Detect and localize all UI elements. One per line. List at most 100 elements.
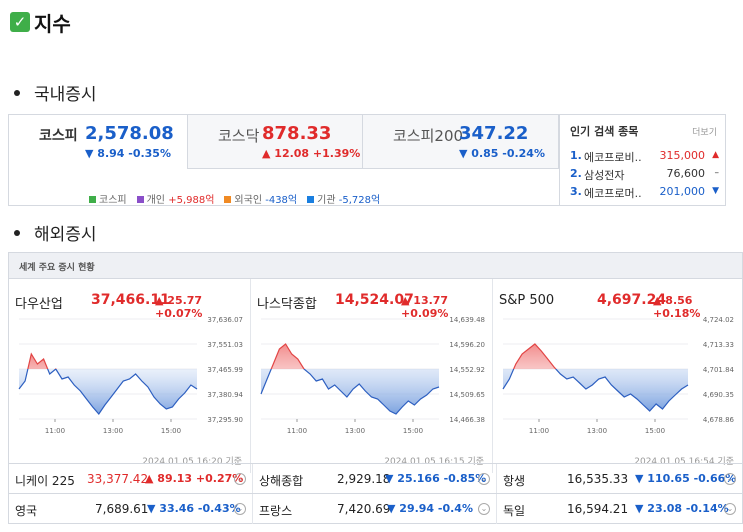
chart-value: 37,466.11 [91,292,170,308]
chevron-down-icon[interactable]: ⌄ [478,473,490,485]
chart-change: ▲ 8.56 +0.18% [653,294,701,320]
area-down [261,369,439,414]
chevron-down-icon[interactable]: ⌄ [724,503,736,515]
domestic-market-panel: 코스피 2,578.08 ▼ 8.94 -0.35% 코스닥 878.33 ▲ … [8,114,726,206]
tab-kospi[interactable]: 코스피 2,578.08 ▼ 8.94 -0.35% [9,115,187,169]
quote-nikkei[interactable]: 니케이 225 33,377.42 ▲ 89.13 +0.27% ⌄ [9,464,253,494]
area-up [261,344,439,369]
legend-swatch [224,196,232,203]
legend-kospi: 코스피 [89,191,127,205]
y-tick-label: 37,295.90 [207,416,243,424]
y-tick-label: 37,551.03 [207,341,243,349]
tab-kosdaq[interactable]: 코스닥 878.33 ▲ 12.08 +1.39% [187,115,363,169]
legend-institution: 기관 -5,728억 [307,191,380,205]
down-arrow-icon: ▼ [712,186,719,196]
tab-kospi-change: ▼ 8.94 -0.35% [85,147,171,160]
x-tick-label: 15:00 [403,427,423,435]
chart-value: 14,524.07 [335,292,414,308]
chart-name: 나스닥종합 [257,297,317,312]
popular-stocks-panel: 인기 검색 종목 더보기 1. 에코프로비.. 315,000 ▲ 2. 삼성전… [559,115,725,205]
bullet-overseas: 해외증시 [14,220,97,245]
area-down [19,369,197,414]
chart-nasdaq-plot: 14,639.48 14,596.20 14,552.92 14,509.65 14,4… [260,316,485,435]
chevron-down-icon[interactable]: ⌄ [234,473,246,485]
y-tick-label: 14,639.48 [449,316,485,324]
popular-item-3[interactable]: 3. 에코프로머.. 201,000 ▼ [570,185,719,200]
series-line-up [513,343,557,369]
x-tick-label: 15:00 [161,427,181,435]
overseas-heading: 해외증시 [34,225,97,245]
legend-individual: 개인 +5,988억 [136,191,214,205]
chart-timestamp: 2024.01.05 16:15 기준 [384,457,484,467]
quote-france[interactable]: 프랑스 7,420.69 ▼ 29.94 -0.4% ⌄ [253,494,497,524]
legend-swatch [89,196,96,203]
bullet-domestic: 국내증시 [14,80,97,105]
popular-header: 인기 검색 종목 [570,125,639,138]
x-tick-label: 11:00 [529,427,549,435]
chart-nasdaq[interactable]: 나스닥종합 14,524.07 ▲ 13.77 +0.09% 14,639.48… [251,279,493,473]
tab-kospi-name: 코스피 [39,128,78,144]
chart-name: S&P 500 [499,293,555,308]
tab-kospi200[interactable]: 코스피200 347.22 ▼ 0.85 -0.24% [363,115,559,169]
tab-kosdaq-name: 코스닥 [218,127,260,145]
series-line-down [260,369,440,415]
chart-dow[interactable]: 다우산업 37,466.11 ▲ 25.77 +0.07% 37,636.07 3… [9,279,251,473]
quote-uk[interactable]: 영국 7,689.61 ▼ 33.46 -0.43% ⌄ [9,494,253,524]
tab-kospi200-change: ▼ 0.85 -0.24% [459,147,545,160]
legend-swatch [307,196,315,203]
title-text: 지수 [34,11,71,36]
tab-kospi200-value: 347.22 [459,123,529,144]
check-icon: ✓ [10,12,30,32]
series-line-down [18,369,198,415]
chart-name: 다우산업 [15,297,63,312]
y-tick-label: 37,380.94 [207,391,243,399]
quote-shanghai[interactable]: 상해종합 2,929.18 ▼ 25.166 -0.85% ⌄ [253,464,497,494]
area-up [19,354,197,369]
series-line-down [502,369,689,412]
chart-timestamp: 2024.01.05 16:54 기준 [634,457,734,467]
legend-foreign: 외국인 -438억 [224,191,297,205]
popular-item-2[interactable]: 2. 삼성전자 76,600 – [570,167,720,182]
quote-germany[interactable]: 독일 16,594.21 ▼ 23.08 -0.14% ⌄ [497,494,742,524]
tab-kosdaq-change: ▲ 12.08 +1.39% [262,147,361,160]
y-tick-label: 14,552.92 [449,366,485,374]
chart-sp500[interactable]: S&P 500 4,697.24 ▲ 8.56 +0.18% 4,724.02 4… [493,279,742,473]
tab-kosdaq-value: 878.33 [262,123,332,144]
x-tick-label: 15:00 [645,427,665,435]
x-tick-label: 13:00 [103,427,123,435]
domestic-heading: 국내증시 [34,85,97,105]
y-tick-label: 4,678.86 [703,416,735,424]
series-line-up [270,343,305,369]
legend-swatch [136,196,144,203]
chart-dow-plot: 37,636.07 37,551.03 37,465.99 37,380.94 37,2… [18,316,244,435]
y-tick-label: 37,465.99 [207,366,243,374]
y-tick-label: 14,509.65 [449,391,485,399]
y-tick-label: 4,690.35 [703,391,734,399]
world-market-panel: 세계 주요 증시 현황 다우산업 37,466.11 ▲ 25.77 +0.07… [8,252,743,524]
y-tick-label: 4,724.02 [703,316,734,324]
chevron-down-icon[interactable]: ⌄ [234,503,246,515]
y-tick-label: 4,701.84 [703,366,735,374]
y-tick-label: 37,636.07 [207,316,243,324]
y-tick-label: 4,713.33 [703,341,734,349]
tab-kospi200-name: 코스피200 [393,127,464,145]
popular-item-1[interactable]: 1. 에코프로비.. 315,000 ▲ [570,149,719,164]
chevron-down-icon[interactable]: ⌄ [724,473,736,485]
quotes-row: 영국 7,689.61 ▼ 33.46 -0.43% ⌄ 프랑스 7,420.6… [9,493,742,524]
quotes-row: 니케이 225 33,377.42 ▲ 89.13 +0.27% ⌄ 상해종합 … [9,463,742,494]
area-down [503,369,688,411]
chart-sp500-plot: 4,724.02 4,713.33 4,701.84 4,690.35 4,678.86… [502,316,735,435]
chevron-down-icon[interactable]: ⌄ [478,503,490,515]
flat-icon: – [714,168,720,178]
x-tick-label: 11:00 [287,427,307,435]
chart-change: ▲ 13.77 +0.09% [401,294,449,320]
investor-legend: 코스피 개인 +5,988억 외국인 -438억 기관 -5,728억 [89,191,380,205]
quote-hangseng[interactable]: 항생 16,535.33 ▼ 110.65 -0.66% ⌄ [503,472,737,488]
section-title: ✓ 지수 [10,8,71,36]
more-link[interactable]: 더보기 [692,128,717,138]
chart-change: ▲ 25.77 +0.07% [155,294,203,320]
chart-value: 4,697.24 [597,292,667,308]
bullet-dot-icon [14,229,20,236]
y-tick-label: 14,596.20 [449,341,485,349]
x-tick-label: 13:00 [587,427,607,435]
